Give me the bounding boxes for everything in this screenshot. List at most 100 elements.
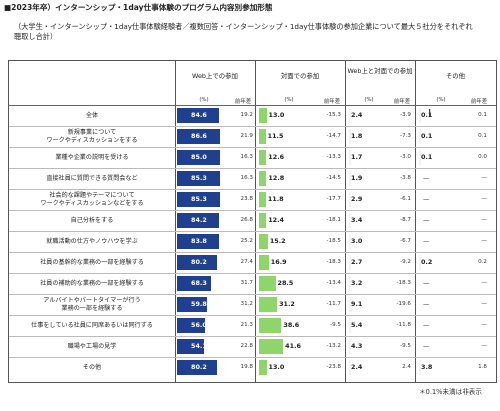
other-value: 0.2 [421, 258, 433, 266]
face-bar [259, 255, 269, 270]
column-divider [255, 61, 256, 382]
other-diff: 0.1 [478, 112, 487, 118]
hybrid-bar [349, 129, 351, 144]
row-divider [9, 273, 496, 274]
column-divider [175, 61, 176, 382]
face-bar [259, 150, 267, 165]
web-bar [177, 360, 218, 375]
face-bar [259, 171, 267, 186]
header-face: 対面での参加 [280, 72, 320, 80]
face-bar [259, 318, 282, 333]
hybrid-bar [349, 276, 351, 291]
web-value: 56.0 [191, 321, 207, 329]
face-diff: -14.5 [326, 175, 341, 181]
web-bar [177, 192, 220, 207]
hybrid-bar [349, 360, 351, 375]
face-bar [259, 192, 266, 207]
hybrid-diff: -9.5 [400, 343, 411, 349]
hybrid-bar [349, 108, 351, 123]
other-value: — [423, 300, 430, 308]
face-value: 31.2 [279, 300, 295, 308]
hybrid-value: 1.8 [351, 132, 363, 140]
face-value: 38.6 [283, 321, 300, 329]
subheader-other-diff: 前年差 [470, 99, 488, 105]
web-bar [177, 297, 207, 312]
face-value: 12.8 [268, 174, 285, 182]
face-bar [259, 213, 267, 228]
other-value: — [423, 342, 430, 350]
subheader-face-diff: 前年差 [323, 99, 341, 105]
other-diff: — [481, 196, 487, 202]
row-divider [9, 294, 496, 295]
web-bar [177, 171, 220, 186]
face-diff: -23.8 [326, 364, 341, 370]
row-label: 自己分析をする [70, 216, 114, 224]
hybrid-bar [349, 150, 351, 165]
web-diff: 27.4 [240, 259, 253, 265]
face-diff: -18.5 [326, 238, 341, 244]
face-value: 12.6 [268, 153, 285, 161]
hybrid-bar [349, 234, 351, 249]
face-value: 11.5 [267, 132, 284, 140]
face-diff: -13.2 [326, 343, 341, 349]
hybrid-diff: -11.8 [396, 322, 411, 328]
row-label: その他 [82, 363, 102, 371]
row-divider [9, 210, 496, 211]
chart-title: ■2023年卒）インターンシップ・1day仕事体験のプログラム内容別参加形態 [4, 3, 273, 12]
face-bar [259, 129, 266, 144]
hybrid-diff: -6.1 [400, 196, 411, 202]
row-divider [9, 189, 496, 190]
web-diff: 25.2 [240, 238, 253, 244]
row-label: 職場や工場の見学 [67, 342, 117, 350]
hybrid-value: 9.1 [351, 300, 363, 308]
face-bar [259, 234, 268, 249]
chart-subtitle: （大学生・インターンシップ・1day仕事体験経験者／複数回答・インターンシップ・… [14, 22, 473, 41]
other-value: 0.1 [421, 153, 433, 161]
face-value: 11.8 [267, 195, 284, 203]
text-cursor-icon: I [428, 107, 432, 120]
hybrid-bar [349, 318, 352, 333]
face-value: 41.6 [285, 342, 301, 350]
hybrid-value: 2.7 [351, 258, 363, 266]
hybrid-bar [349, 213, 351, 228]
row-divider [9, 315, 496, 316]
other-diff: — [481, 301, 487, 307]
face-value: 15.2 [269, 237, 286, 245]
web-diff: 22.8 [240, 343, 253, 349]
hybrid-diff: 2.4 [402, 364, 411, 370]
subheader-hybrid-diff: 前年差 [393, 99, 411, 105]
other-bar [419, 255, 421, 270]
face-value: 28.5 [277, 279, 294, 287]
other-bar [419, 129, 421, 144]
web-bar [177, 129, 221, 144]
hybrid-diff: -3.9 [400, 112, 411, 118]
web-diff: 19.2 [240, 112, 253, 118]
hybrid-value: 3.2 [351, 279, 363, 287]
other-diff: 0.0 [478, 154, 487, 160]
footnote: ＊0.1%未満は非表示 [419, 388, 482, 396]
hybrid-diff: -19.6 [396, 301, 411, 307]
other-diff: 1.8 [478, 364, 487, 370]
web-value: 54.1 [191, 342, 207, 350]
hybrid-value: 4.3 [351, 342, 363, 350]
web-bar [177, 234, 219, 249]
web-diff: 16.3 [240, 175, 253, 181]
web-bar [177, 255, 218, 270]
hybrid-bar [349, 192, 351, 207]
web-value: 86.6 [191, 132, 207, 140]
other-value: 3.8 [421, 363, 433, 371]
header-web: Web上での参加 [192, 72, 238, 80]
row-label: アルバイトやパートタイマーが行う 業務の一部を経験する [43, 297, 141, 312]
web-value: 85.3 [191, 195, 207, 203]
row-label: 社会的な課題やテーマについて ワークやディスカッションなどをする [40, 192, 144, 207]
web-bar [177, 276, 212, 291]
header-other: その他 [445, 72, 466, 80]
web-diff: 23.8 [240, 196, 253, 202]
face-bar [259, 360, 267, 375]
face-diff: -9.5 [330, 322, 341, 328]
face-diff: -18.3 [326, 259, 341, 265]
header-divider [9, 105, 496, 106]
row-label: 全体 [85, 111, 99, 119]
other-bar [419, 108, 421, 123]
web-value: 85.0 [191, 153, 207, 161]
